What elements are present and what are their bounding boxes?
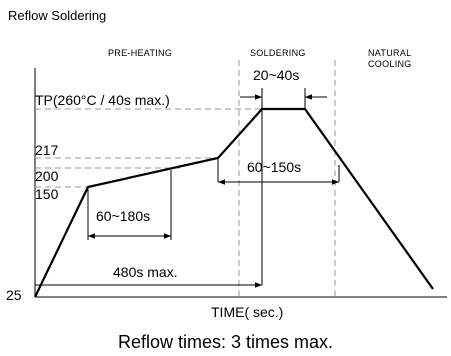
label-above-217: 60~150s — [247, 159, 301, 175]
label-preheat-time: 60~180s — [96, 208, 150, 224]
phase-cooling-label-1: NATURAL — [368, 48, 411, 58]
x-axis-label: TIME( sec.) — [211, 304, 283, 320]
caption: Reflow times: 3 times max. — [118, 332, 333, 352]
temperature-profile-curve — [34, 107, 434, 298]
phase-cooling-label-2: COOLING — [368, 59, 412, 69]
diagram-title: Reflow Soldering — [8, 8, 106, 23]
label-150: 150 — [35, 186, 59, 202]
label-peak-temp: TP(260°C / 40s max.) — [35, 92, 170, 108]
label-25: 25 — [6, 287, 22, 303]
phase-soldering-label: SOLDERING — [250, 48, 306, 58]
label-200: 200 — [35, 168, 59, 184]
phase-preheating-label: PRE-HEATING — [108, 48, 172, 58]
label-total-time: 480s max. — [113, 264, 178, 280]
label-peak-time: 20~40s — [253, 67, 299, 83]
label-217: 217 — [35, 142, 59, 158]
